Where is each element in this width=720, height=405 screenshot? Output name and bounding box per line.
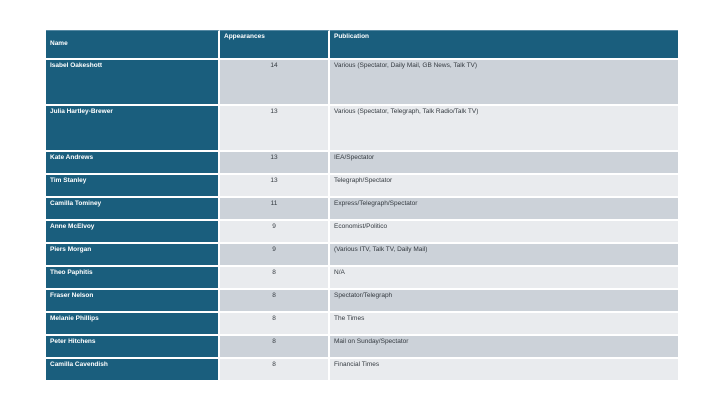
name-cell: Peter Hitchens <box>46 336 220 359</box>
appearances-cell: 13 <box>220 175 330 198</box>
column-header-publication: Publication <box>330 30 678 60</box>
table-row: Piers Morgan 9 (Various ITV, Talk TV, Da… <box>46 244 678 267</box>
name-cell: Camilla Tominey <box>46 198 220 221</box>
appearances-cell: 11 <box>220 198 330 221</box>
publication-cell: N/A <box>330 267 678 290</box>
table-row: Melanie Phillips 8 The Times <box>46 313 678 336</box>
appearances-cell: 8 <box>220 313 330 336</box>
table-row: Camilla Cavendish 8 Financial Times <box>46 359 678 382</box>
name-cell: Fraser Nelson <box>46 290 220 313</box>
appearances-cell: 8 <box>220 359 330 382</box>
name-cell: Kate Andrews <box>46 152 220 175</box>
publication-cell: (Various ITV, Talk TV, Daily Mail) <box>330 244 678 267</box>
publication-cell: Various (Spectator, Daily Mail, GB News,… <box>330 60 678 106</box>
appearances-cell: 14 <box>220 60 330 106</box>
publication-cell: Telegraph/Spectator <box>330 175 678 198</box>
appearances-cell: 9 <box>220 221 330 244</box>
header-row: Name Appearances Publication <box>46 30 678 60</box>
table-row: Julia Hartley-Brewer 13 Various (Spectat… <box>46 106 678 152</box>
publication-cell: Economist/Politico <box>330 221 678 244</box>
publication-cell: Mail on Sunday/Spectator <box>330 336 678 359</box>
table-row: Anne McElvoy 9 Economist/Politico <box>46 221 678 244</box>
name-cell: Melanie Phillips <box>46 313 220 336</box>
publication-cell: Express/Telegraph/Spectator <box>330 198 678 221</box>
name-cell: Anne McElvoy <box>46 221 220 244</box>
column-header-appearances: Appearances <box>220 30 330 60</box>
publication-cell: The Times <box>330 313 678 336</box>
publication-cell: Various (Spectator, Telegraph, Talk Radi… <box>330 106 678 152</box>
appearances-cell: 9 <box>220 244 330 267</box>
publication-cell: Spectator/Telegraph <box>330 290 678 313</box>
appearances-cell: 8 <box>220 267 330 290</box>
appearances-cell: 8 <box>220 290 330 313</box>
table-row: Fraser Nelson 8 Spectator/Telegraph <box>46 290 678 313</box>
name-cell: Piers Morgan <box>46 244 220 267</box>
publication-cell: Financial Times <box>330 359 678 382</box>
table-row: Theo Paphitis 8 N/A <box>46 267 678 290</box>
table-row: Camilla Tominey 11 Express/Telegraph/Spe… <box>46 198 678 221</box>
appearances-cell: 13 <box>220 106 330 152</box>
table-row: Peter Hitchens 8 Mail on Sunday/Spectato… <box>46 336 678 359</box>
table-row: Tim Stanley 13 Telegraph/Spectator <box>46 175 678 198</box>
name-cell: Isabel Oakeshott <box>46 60 220 106</box>
publication-cell: IEA/Spectator <box>330 152 678 175</box>
table-row: Kate Andrews 13 IEA/Spectator <box>46 152 678 175</box>
column-header-name: Name <box>46 30 220 60</box>
appearances-cell: 13 <box>220 152 330 175</box>
table-row: Isabel Oakeshott 14 Various (Spectator, … <box>46 60 678 106</box>
name-cell: Julia Hartley-Brewer <box>46 106 220 152</box>
media-appearances-table: Name Appearances Publication Isabel Oake… <box>46 30 678 382</box>
appearances-cell: 8 <box>220 336 330 359</box>
name-cell: Camilla Cavendish <box>46 359 220 382</box>
name-cell: Theo Paphitis <box>46 267 220 290</box>
name-cell: Tim Stanley <box>46 175 220 198</box>
